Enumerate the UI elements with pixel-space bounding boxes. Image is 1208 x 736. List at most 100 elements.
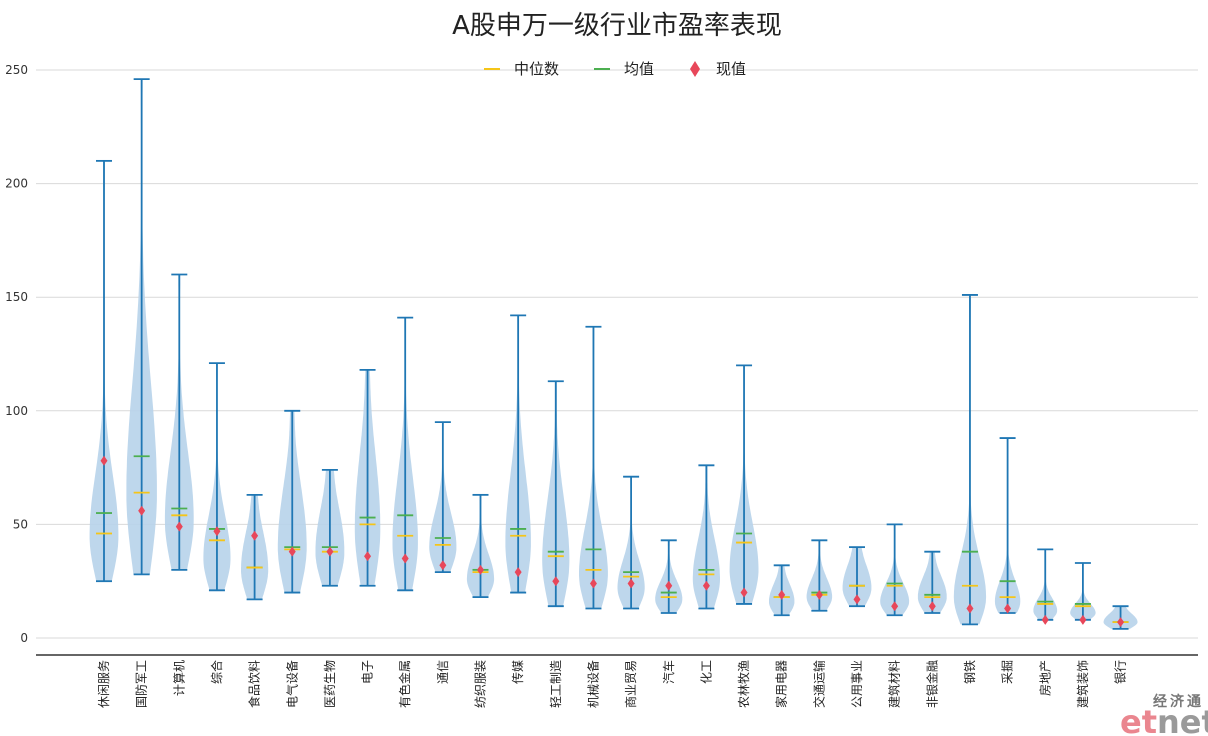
current-value-marker xyxy=(100,455,108,466)
violin-电气设备 xyxy=(277,409,307,594)
x-tick-label: 轻工制造 xyxy=(549,660,563,708)
current-value-marker xyxy=(702,580,710,591)
current-value-marker xyxy=(589,578,597,589)
violin-汽车 xyxy=(655,539,683,614)
current-value-marker xyxy=(514,567,522,578)
legend-mean-label: 均值 xyxy=(624,60,654,78)
current-value-marker xyxy=(175,521,183,532)
legend: 中位数 均值 现值 xyxy=(484,60,746,78)
y-axis: 0 50 100 150 200 250 xyxy=(5,63,28,645)
current-value-marker xyxy=(439,560,447,571)
x-tick-label: 国防军工 xyxy=(134,660,149,708)
x-tick-label: 家用电器 xyxy=(774,660,789,708)
x-tick-label: 化工 xyxy=(699,660,713,684)
violin-电子 xyxy=(354,369,381,587)
violin-轻工制造 xyxy=(542,380,570,608)
grid-lines xyxy=(36,69,1198,639)
x-tick-label: 电气设备 xyxy=(284,660,299,708)
violin-交通运输 xyxy=(806,539,833,612)
x-tick-label: 传媒 xyxy=(510,660,525,684)
legend-current-label: 现值 xyxy=(716,60,746,78)
violin-机械设备 xyxy=(579,325,608,610)
watermark-chinese: 经济通 xyxy=(1153,693,1204,710)
violin-采掘 xyxy=(994,437,1021,614)
y-tick-label: 250 xyxy=(5,63,28,77)
current-value-marker xyxy=(401,553,409,564)
y-tick-label: 50 xyxy=(13,517,28,531)
current-value-marker xyxy=(477,564,484,575)
y-tick-label: 150 xyxy=(5,290,28,304)
x-tick-label: 农林牧渔 xyxy=(737,660,751,708)
current-value-marker xyxy=(213,526,221,537)
x-tick-label: 休闲服务 xyxy=(96,660,111,708)
x-tick-label: 商业贸易 xyxy=(623,660,638,708)
y-tick-label: 200 xyxy=(5,177,28,191)
x-tick-label: 纺织服装 xyxy=(474,660,488,708)
violin-建筑材料 xyxy=(880,523,910,617)
current-value-marker xyxy=(740,587,748,598)
current-value-marker xyxy=(138,505,146,516)
current-value-marker xyxy=(665,580,673,591)
current-value-marker xyxy=(853,594,861,605)
violin-国防军工 xyxy=(126,78,157,576)
legend-current-swatch xyxy=(690,61,700,77)
x-tick-label: 建筑装饰 xyxy=(1075,660,1090,708)
violin-钢铁 xyxy=(953,294,987,626)
x-tick-label: 银行 xyxy=(1114,660,1128,684)
violin-医药生物 xyxy=(315,468,345,587)
violin-休闲服务 xyxy=(89,159,119,583)
current-value-marker xyxy=(815,589,823,600)
chart-title: A股申万一级行业市盈率表现 xyxy=(452,11,782,41)
violin-通信 xyxy=(429,421,457,574)
current-value-marker xyxy=(364,551,372,562)
x-tick-label: 采掘 xyxy=(1000,660,1015,684)
violin-家用电器 xyxy=(769,564,795,617)
violin-传媒 xyxy=(505,314,531,594)
x-tick-label: 机械设备 xyxy=(585,660,600,708)
violin-有色金属 xyxy=(392,316,418,592)
watermark-english: etnet xyxy=(1120,703,1208,736)
violin-农林牧渔 xyxy=(729,364,759,605)
violins xyxy=(89,78,1138,630)
violin-银行 xyxy=(1103,605,1138,630)
violin-综合 xyxy=(203,362,231,592)
x-tick-label: 房地产 xyxy=(1037,660,1052,696)
violin-商业贸易 xyxy=(617,475,645,610)
violin-房地产 xyxy=(1033,548,1058,625)
x-tick-label: 公用事业 xyxy=(850,660,864,708)
current-value-marker xyxy=(251,530,259,541)
x-tick-label: 食品饮料 xyxy=(247,660,262,708)
x-tick-label: 电子 xyxy=(361,660,375,684)
current-value-marker xyxy=(288,546,296,557)
current-value-marker xyxy=(1079,614,1087,625)
current-value-marker xyxy=(1041,614,1049,625)
current-value-marker xyxy=(891,601,899,612)
x-axis: 休闲服务 国防军工 计算机 综合 食品饮料 电气设备 医药生物 电子 有色金属 通信 纺织服装 传媒轻… xyxy=(36,654,1198,708)
x-tick-label: 汽车 xyxy=(661,660,676,684)
violin-纺织服装 xyxy=(466,493,495,599)
violin-化工 xyxy=(692,464,720,610)
y-tick-label: 100 xyxy=(5,404,28,418)
x-tick-label: 非银金融 xyxy=(924,660,939,708)
current-value-marker xyxy=(326,546,334,557)
violin-建筑装饰 xyxy=(1070,562,1096,625)
current-value-marker xyxy=(928,601,936,612)
current-value-marker xyxy=(1004,603,1012,614)
x-tick-label: 医药生物 xyxy=(323,660,337,708)
y-tick-label: 0 xyxy=(20,631,28,645)
current-value-marker xyxy=(627,578,635,589)
violin-食品饮料 xyxy=(241,493,269,601)
x-tick-label: 通信 xyxy=(436,660,450,684)
x-tick-label: 有色金属 xyxy=(397,660,412,708)
x-tick-label: 计算机 xyxy=(171,660,186,696)
current-value-marker xyxy=(1117,617,1125,628)
x-tick-label: 综合 xyxy=(209,660,224,684)
legend-median-label: 中位数 xyxy=(514,60,559,78)
current-value-marker xyxy=(966,603,974,614)
violin-非银金融 xyxy=(917,550,947,614)
x-tick-label: 交通运输 xyxy=(811,660,826,708)
x-tick-label: 钢铁 xyxy=(963,660,977,684)
violin-公用事业 xyxy=(842,546,872,608)
etnet-logo: 经济通 etnet xyxy=(1120,693,1208,736)
